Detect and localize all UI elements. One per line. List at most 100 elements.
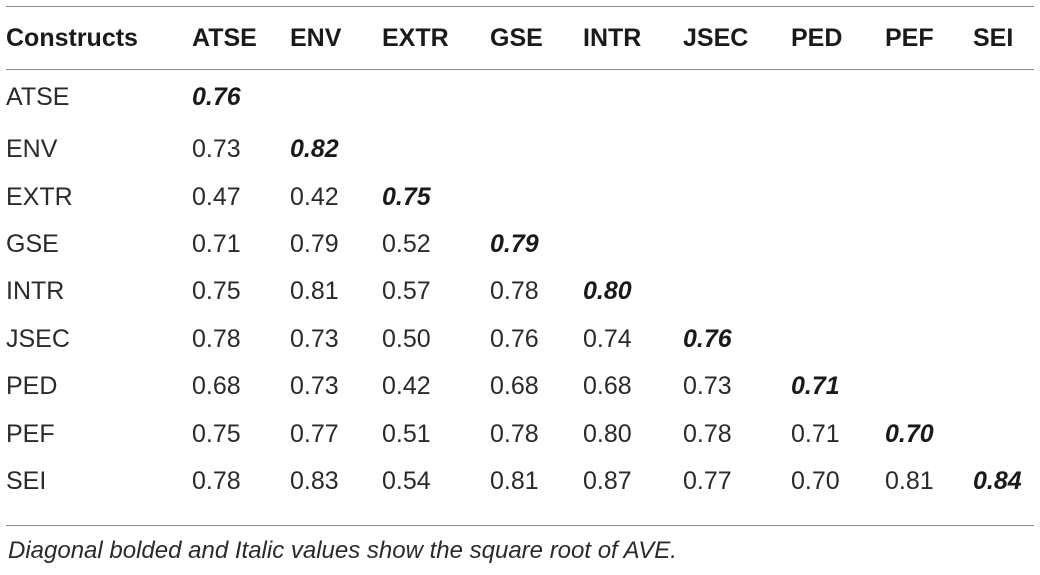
- empty-cell: [683, 173, 791, 220]
- table-cell: 0.71: [192, 229, 241, 258]
- table-cell: 0.81: [885, 466, 934, 495]
- diagonal-cell: 0.80: [583, 268, 683, 315]
- empty-cell: [382, 69, 490, 126]
- table-cell: 0.75: [192, 277, 241, 306]
- empty-cell: [683, 126, 791, 173]
- row-label: INTR: [6, 277, 65, 306]
- table-cell: 0.87: [583, 466, 632, 495]
- empty-cell: [683, 268, 791, 315]
- empty-cell: [973, 69, 1038, 126]
- diagonal-value: 0.79: [490, 229, 539, 258]
- header-row: Constructs ATSE ENV EXTR GSE INTR JSEC PED PEF S…: [6, 7, 1038, 69]
- empty-cell: [791, 69, 885, 126]
- table-cell: 0.79: [290, 229, 339, 258]
- table-cell: 0.76: [490, 324, 539, 353]
- table-cell: 0.50: [382, 324, 431, 353]
- table-cell: 0.47: [192, 182, 241, 211]
- empty-cell: [583, 173, 683, 220]
- empty-cell: [683, 69, 791, 126]
- table-cell: 0.51: [382, 419, 431, 448]
- row-label: ATSE: [6, 83, 70, 111]
- table-cell: 0.54: [382, 466, 431, 495]
- header-rule: [6, 69, 1034, 70]
- diagonal-value: 0.76: [683, 324, 732, 353]
- row-label: GSE: [6, 229, 59, 258]
- table-footnote: Diagonal bolded and Italic values show t…: [8, 537, 677, 564]
- empty-cell: [490, 173, 583, 220]
- header-extr: EXTR: [382, 23, 449, 52]
- header-jsec: JSEC: [683, 23, 749, 52]
- empty-cell: [583, 69, 683, 126]
- diagonal-value: 0.80: [583, 277, 632, 306]
- empty-cell: [885, 221, 973, 268]
- table-cell: 0.73: [290, 372, 339, 401]
- table-cell: 0.78: [490, 277, 539, 306]
- empty-cell: [791, 126, 885, 173]
- header-constructs: Constructs: [6, 23, 138, 52]
- table-row: SEI 0.78 0.83 0.54 0.81 0.87 0.77 0.70 0.81 0.84: [6, 458, 1038, 505]
- row-label: EXTR: [6, 182, 73, 211]
- row-label: ENV: [6, 135, 58, 164]
- table-cell: 0.57: [382, 277, 431, 306]
- correlation-table: Constructs ATSE ENV EXTR GSE INTR JSEC PED PEF S…: [6, 7, 1038, 505]
- table-cell: 0.78: [192, 466, 241, 495]
- empty-cell: [973, 316, 1038, 363]
- header-pef: PEF: [885, 23, 934, 52]
- table-cell: 0.68: [490, 372, 539, 401]
- table-cell: 0.42: [382, 372, 431, 401]
- table-body: ATSE 0.76 ENV 0.73 0.82 EXTR 0.47 0.42 0.75 GSE 0.…: [6, 69, 1038, 505]
- diagonal-cell: 0.76: [192, 69, 290, 126]
- table-cell: 0.73: [192, 135, 241, 164]
- empty-cell: [973, 126, 1038, 173]
- diagonal-cell: 0.76: [683, 316, 791, 363]
- table-cell: 0.77: [683, 466, 732, 495]
- diagonal-cell: 0.75: [382, 173, 490, 220]
- row-label: JSEC: [6, 324, 70, 353]
- empty-cell: [885, 126, 973, 173]
- header-atse: ATSE: [192, 23, 257, 52]
- diagonal-value: 0.70: [885, 419, 934, 448]
- table-cell: 0.71: [791, 419, 840, 448]
- header-gse: GSE: [490, 23, 543, 52]
- table-cell: 0.75: [192, 419, 241, 448]
- diagonal-value: 0.84: [973, 466, 1022, 495]
- row-label: PED: [6, 372, 58, 401]
- empty-cell: [885, 316, 973, 363]
- diagonal-value: 0.82: [290, 135, 339, 164]
- table-cell: 0.81: [290, 277, 339, 306]
- table-cell: 0.68: [192, 372, 241, 401]
- table-cell: 0.81: [490, 466, 539, 495]
- table-row: JSEC 0.78 0.73 0.50 0.76 0.74 0.76: [6, 316, 1038, 363]
- empty-cell: [490, 126, 583, 173]
- table-cell: 0.73: [290, 324, 339, 353]
- empty-cell: [885, 69, 973, 126]
- table-cell: 0.78: [683, 419, 732, 448]
- table-cell: 0.77: [290, 419, 339, 448]
- empty-cell: [885, 173, 973, 220]
- empty-cell: [382, 126, 490, 173]
- diagonal-value: 0.76: [192, 83, 241, 111]
- empty-cell: [973, 363, 1038, 410]
- row-label: SEI: [6, 466, 47, 495]
- empty-cell: [683, 221, 791, 268]
- empty-cell: [885, 363, 973, 410]
- table-cell: 0.52: [382, 229, 431, 258]
- table-cell: 0.68: [583, 372, 632, 401]
- empty-cell: [973, 173, 1038, 220]
- table-row: GSE 0.71 0.79 0.52 0.79: [6, 221, 1038, 268]
- table-cell: 0.83: [290, 466, 339, 495]
- top-rule: [6, 6, 1034, 7]
- table-cell: 0.74: [583, 324, 632, 353]
- table-row: PEF 0.75 0.77 0.51 0.78 0.80 0.78 0.71 0.70: [6, 410, 1038, 457]
- diagonal-cell: 0.82: [290, 126, 382, 173]
- empty-cell: [791, 268, 885, 315]
- table-row: PED 0.68 0.73 0.42 0.68 0.68 0.73 0.71: [6, 363, 1038, 410]
- empty-cell: [791, 221, 885, 268]
- diagonal-cell: 0.71: [791, 363, 885, 410]
- diagonal-cell: 0.70: [885, 410, 973, 457]
- table-cell: 0.42: [290, 182, 339, 211]
- header-ped: PED: [791, 23, 843, 52]
- table-cell: 0.73: [683, 372, 732, 401]
- empty-cell: [791, 173, 885, 220]
